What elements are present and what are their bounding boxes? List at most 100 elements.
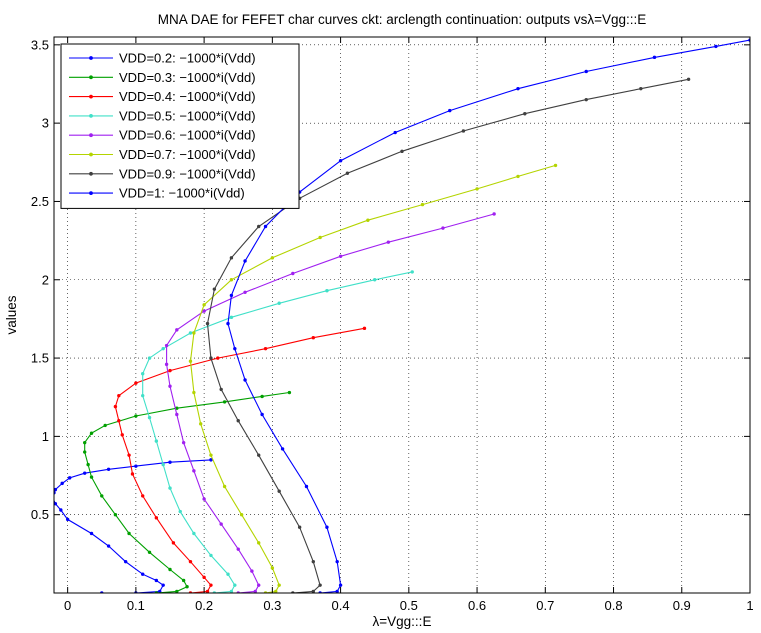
data-point (175, 589, 179, 593)
data-point (178, 509, 182, 514)
data-point (652, 55, 657, 60)
data-point (516, 86, 520, 91)
chart-title: MNA DAE for FEFET char curves ckt: arcle… (158, 12, 647, 27)
legend-marker (89, 94, 93, 99)
data-point (154, 578, 159, 583)
legend-label: VDD=0.4: −1000*i(Vdd) (119, 89, 256, 104)
data-point (127, 531, 131, 536)
data-point (161, 583, 165, 587)
legend-label: VDD=0.7: −1000*i(Vdd) (119, 147, 256, 162)
data-point (584, 97, 588, 102)
data-point (226, 321, 230, 326)
data-point (117, 393, 121, 398)
data-point (185, 585, 189, 589)
series-6 (188, 163, 558, 593)
data-point (311, 589, 315, 593)
legend-marker (89, 171, 93, 176)
data-point (461, 129, 466, 133)
data-point (175, 328, 179, 332)
data-point (141, 494, 145, 498)
data-point (222, 400, 227, 404)
data-point (106, 544, 111, 548)
data-point (147, 415, 152, 420)
x-tick-label: 0.8 (604, 598, 622, 613)
legend-label: VDD=0.3: −1000*i(Vdd) (119, 70, 256, 85)
series-line (84, 391, 290, 593)
data-point (686, 77, 691, 81)
data-point (89, 531, 94, 536)
data-point (229, 589, 234, 593)
x-tick-label: 0.6 (468, 598, 486, 613)
data-point (209, 356, 213, 360)
data-point (205, 589, 210, 593)
data-point (209, 458, 213, 462)
data-point (168, 384, 172, 388)
data-point (523, 112, 527, 116)
data-point (103, 423, 107, 428)
data-point (205, 321, 210, 326)
legend-item: VDD=0.6: −1000*i(Vdd) (69, 128, 256, 143)
data-point (362, 326, 367, 331)
data-point (338, 159, 343, 163)
legend-item: VDD=0.4: −1000*i(Vdd) (69, 89, 256, 104)
data-point (168, 460, 172, 464)
data-point (233, 583, 237, 587)
data-point (516, 174, 520, 179)
x-tick-label: 0.2 (195, 598, 213, 613)
data-point (318, 235, 322, 240)
data-point (171, 541, 176, 545)
data-point (277, 301, 281, 305)
data-point (134, 464, 138, 468)
data-point (236, 419, 240, 423)
data-point (209, 453, 213, 457)
data-point (219, 522, 223, 526)
legend-marker (89, 75, 93, 80)
series-line (206, 78, 689, 593)
data-point (229, 256, 234, 260)
data-point (202, 575, 206, 580)
data-point (199, 422, 203, 426)
data-point (441, 226, 445, 230)
data-point (420, 202, 425, 207)
legend-box (60, 43, 300, 209)
legend-item: VDD=1: −1000*i(Vdd) (69, 186, 245, 201)
data-point (192, 331, 196, 335)
data-point (134, 381, 138, 385)
data-point (584, 69, 588, 74)
data-point (335, 589, 339, 593)
legend-marker (89, 191, 93, 196)
data-point (338, 583, 343, 587)
x-tick-label: 0.5 (400, 598, 418, 613)
data-point (263, 224, 268, 229)
data-point (257, 224, 261, 229)
data-point (338, 254, 343, 258)
data-point (304, 484, 309, 489)
data-point (147, 550, 152, 554)
data-point (243, 378, 247, 382)
data-point (270, 256, 275, 260)
data-point (120, 433, 124, 437)
data-point (297, 525, 302, 529)
data-point (192, 390, 196, 395)
data-point (83, 440, 87, 445)
series-7 (205, 77, 691, 593)
data-point (274, 589, 278, 593)
data-point (100, 494, 104, 498)
data-point (239, 512, 244, 517)
data-point (175, 412, 179, 417)
data-point (154, 516, 159, 520)
series-3 (113, 326, 367, 593)
data-point (448, 108, 452, 113)
series-8 (226, 38, 750, 593)
data-point (553, 163, 558, 168)
data-point (117, 419, 121, 423)
y-tick-label: 1 (42, 429, 49, 444)
legend-marker (89, 152, 93, 157)
plot-series (54, 38, 750, 593)
data-point (243, 259, 247, 263)
legend-label: VDD=0.9: −1000*i(Vdd) (119, 166, 256, 181)
data-point (168, 567, 172, 572)
data-point (83, 450, 87, 454)
data-point (257, 453, 261, 457)
data-point (134, 414, 138, 418)
